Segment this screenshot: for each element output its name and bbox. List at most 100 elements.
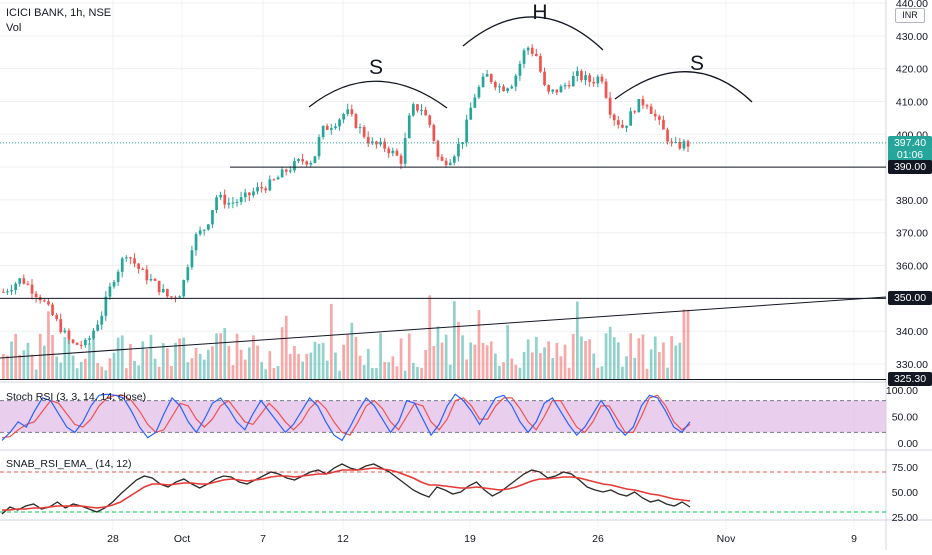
price-tick-label: 440.00 <box>896 0 928 10</box>
volume-bar <box>108 358 112 379</box>
volume-bar <box>116 337 120 379</box>
candle <box>280 169 284 178</box>
candle <box>535 53 538 56</box>
volume-bar <box>612 337 616 379</box>
price-badge: 390.00 <box>888 160 932 175</box>
volume-bar <box>14 333 17 379</box>
candle <box>563 85 567 87</box>
volume-bar <box>481 342 485 379</box>
volume-bar <box>182 337 186 379</box>
volume-bar <box>30 354 34 379</box>
candle <box>633 111 637 113</box>
volume-bar <box>379 333 382 379</box>
candle <box>321 125 325 138</box>
candle <box>571 75 575 87</box>
price-badge: 397.40 <box>888 135 932 150</box>
volume-bar <box>63 336 67 379</box>
candle <box>366 136 370 144</box>
volume-bar <box>387 362 391 379</box>
volume-bar <box>383 361 386 379</box>
volume-bar <box>157 366 161 379</box>
snab-tick-label: 50.00 <box>892 487 918 499</box>
volume-bar <box>18 354 22 379</box>
volume-bar <box>293 345 296 379</box>
volume-bar <box>645 368 649 379</box>
candle <box>227 202 231 205</box>
candle <box>207 224 210 230</box>
volume-bar <box>412 362 415 379</box>
candle <box>522 50 526 64</box>
candle <box>79 344 83 346</box>
volume-bar <box>186 362 190 379</box>
stoch-tick-label: 50.00 <box>892 412 918 424</box>
x-axis-label: Oct <box>174 533 190 545</box>
candle <box>10 289 13 292</box>
candle <box>219 194 222 198</box>
candle <box>465 119 468 143</box>
volume-bar <box>215 333 218 379</box>
candle <box>506 88 509 92</box>
volume-bar <box>621 366 624 379</box>
volume-bar <box>198 353 202 379</box>
volume-bar <box>272 368 276 379</box>
volume-bar <box>571 334 575 379</box>
volume-bar <box>96 362 99 379</box>
volume-bar <box>22 350 26 379</box>
candle <box>26 283 30 285</box>
volume-bar <box>432 346 436 379</box>
candle <box>317 137 321 157</box>
volume-bar <box>10 341 13 379</box>
volume-bar <box>2 354 5 379</box>
candle <box>473 97 477 108</box>
candle <box>387 148 391 154</box>
candle <box>383 141 386 149</box>
candle <box>653 113 657 117</box>
candle <box>256 187 259 192</box>
volume-bar <box>391 356 395 379</box>
volume-bar <box>92 337 95 379</box>
candle <box>617 120 620 125</box>
volume-bar <box>207 349 210 379</box>
volume-bar <box>457 321 460 379</box>
volume-bar <box>219 333 222 379</box>
candle <box>194 234 198 251</box>
volume-bar <box>502 362 505 379</box>
candle <box>133 258 136 264</box>
volume-bar <box>350 322 354 379</box>
candle <box>612 114 616 121</box>
candle <box>481 76 485 87</box>
volume-bar <box>551 357 555 379</box>
candle <box>645 105 649 107</box>
volume-bar <box>231 365 235 379</box>
candle <box>399 155 403 164</box>
volume-bar <box>338 370 341 379</box>
volume-bar <box>547 341 550 379</box>
candle <box>666 129 669 142</box>
candle <box>297 159 300 162</box>
candle <box>153 278 157 281</box>
candle <box>637 99 641 113</box>
price-badge: 01:06 <box>888 148 932 163</box>
candle <box>407 115 411 139</box>
candle <box>502 86 505 92</box>
volume-bar <box>555 342 559 379</box>
volume-bar <box>211 346 214 379</box>
volume-bar <box>276 365 280 379</box>
currency-badge[interactable]: INR <box>895 8 925 23</box>
candle <box>518 63 522 76</box>
candle <box>96 324 99 331</box>
candle <box>576 71 579 76</box>
candle <box>510 86 514 89</box>
candle <box>51 304 54 316</box>
volume-bar <box>149 334 153 379</box>
candle <box>88 338 91 340</box>
volume-bar <box>47 311 50 379</box>
volume-bar <box>625 356 628 379</box>
volume-bar <box>563 344 567 379</box>
volume-bar <box>178 338 181 379</box>
candle <box>305 161 309 165</box>
candle <box>186 267 190 281</box>
candle <box>174 297 177 299</box>
